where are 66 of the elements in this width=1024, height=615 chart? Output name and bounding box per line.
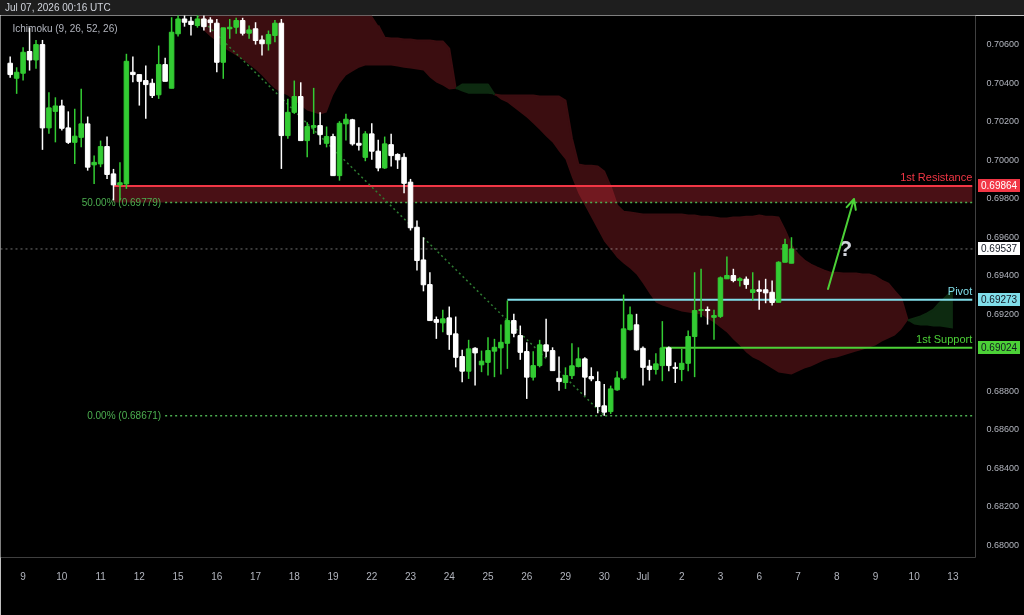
series-label: Pivot (947, 284, 973, 297)
x-tick-label: 16 (211, 570, 223, 582)
data-label: 0.69024 (978, 340, 1021, 354)
x-tick-label: 2 (678, 570, 685, 582)
x-tick-label: 30 (598, 570, 611, 582)
candlestick (749, 271, 756, 302)
x-tick-label: 10 (908, 570, 921, 582)
x-tick-label: 19 (327, 570, 340, 582)
x-tick-label: 17 (249, 570, 262, 582)
x-tick-label: 25 (482, 570, 494, 582)
x-tick-label: 9 (20, 570, 27, 582)
candlestick (666, 345, 672, 372)
candlestick (362, 130, 369, 162)
x-tick-label: 6 (756, 570, 763, 582)
candlestick (737, 276, 743, 288)
y-tick-label: 0.70400 (986, 77, 1020, 88)
x-tick-label: 23 (404, 570, 417, 582)
y-tick-label: 0.68000 (986, 539, 1020, 550)
y-tick-label: 0.68600 (986, 424, 1020, 435)
candlestick (162, 57, 168, 83)
candlestick (323, 125, 330, 149)
annotation: Ichimoku (9, 26, 52, 26) (12, 22, 118, 34)
y-tick-label: 0.70600 (986, 39, 1020, 50)
ref-line-label: 0.69537 (978, 242, 1021, 255)
y-tick-label: 0.69800 (986, 193, 1020, 204)
y-tick-label: 0.70200 (986, 116, 1020, 127)
x-tick-label: 15 (172, 570, 185, 582)
x-tick-label: 13 (947, 570, 959, 582)
x-tick-label: 22 (366, 570, 378, 582)
series-label: 1st Support (916, 332, 973, 345)
candlestick (33, 39, 39, 70)
candlestick (511, 313, 517, 339)
candlestick (672, 361, 679, 384)
y-tick-label: 0.69400 (986, 270, 1020, 281)
candlestick (465, 339, 472, 380)
annotation: ? (838, 235, 853, 261)
x-tick-label: 7 (795, 570, 802, 582)
candlestick (7, 55, 13, 79)
data-label: 0.69864 (978, 179, 1021, 192)
x-tick-label: 29 (559, 570, 572, 582)
y-tick-label: 0.69200 (986, 308, 1020, 319)
candlestick (704, 305, 711, 326)
x-tick-label: 24 (443, 570, 456, 582)
series-label: 0.00% (0.68671) (87, 410, 162, 422)
x-tick-label: 3 (717, 570, 724, 582)
y-tick-label: 0.69600 (986, 231, 1020, 242)
candlestick (556, 355, 562, 392)
series-label: 50.00% (0.69779) (81, 196, 162, 208)
series-label: 1st Resistance (900, 171, 973, 184)
x-tick-label: 9 (872, 570, 879, 582)
y-tick-label: 0.68400 (986, 462, 1020, 473)
candlestick (472, 346, 478, 387)
candlestick (440, 309, 446, 334)
x-tick-label: 18 (288, 570, 301, 582)
x-tick-label: 8 (833, 570, 840, 582)
x-tick-label: Jul (636, 570, 650, 582)
x-tick-label: 10 (56, 570, 68, 582)
candlestick (317, 111, 323, 146)
y-tick-label: 0.68200 (986, 501, 1020, 512)
y-tick-label: 0.70000 (986, 154, 1020, 165)
chart-title: Jul 07, 2026 00:16 UTC (5, 1, 111, 15)
x-tick-label: 26 (521, 570, 533, 582)
data-label: 0.69273 (978, 292, 1021, 306)
x-tick-label: 12 (133, 570, 146, 582)
x-tick-label: 11 (95, 570, 107, 582)
y-tick-label: 0.68800 (986, 385, 1020, 396)
